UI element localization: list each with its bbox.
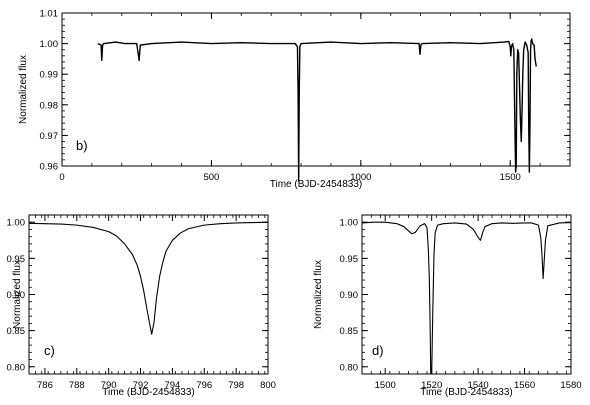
y-tick-label: 1.01 <box>40 9 59 20</box>
y-tick-label: 0.95 <box>340 254 359 265</box>
x-tick-label: 788 <box>69 380 85 391</box>
plot-frame <box>61 12 571 167</box>
panel-c: 786 788 790 792 794 796 798 800 0.80 0.85 0.90 0.95… <box>7 214 276 398</box>
x-tick-label: 0 <box>59 172 64 183</box>
x-tick-label: 1000 <box>350 172 371 183</box>
x-tick-label: 792 <box>133 380 149 391</box>
y-tick-label: 0.90 <box>7 290 26 301</box>
y-axis-title: Normalized flux <box>12 260 23 329</box>
x-tick-label: 1500 <box>500 172 521 183</box>
x-axis-title: Time (BJD-2454833) <box>102 387 194 398</box>
y-tick-label: 0.90 <box>340 290 359 301</box>
x-tick-label: 790 <box>101 380 117 391</box>
series-line <box>97 38 537 183</box>
y-tick-label: 0.80 <box>7 362 26 373</box>
series-line <box>28 221 269 335</box>
x-tick-label: 1520 <box>421 380 442 391</box>
plot-frame <box>361 214 572 375</box>
y-tick-label: 0.85 <box>340 326 359 337</box>
y-axis-title: Normalized flux <box>313 260 324 329</box>
series-line <box>361 221 572 375</box>
x-tick-label: 1540 <box>468 380 489 391</box>
panel-label: d) <box>372 343 384 358</box>
y-tick-label: 0.85 <box>7 326 26 337</box>
panel-label: b) <box>76 138 88 153</box>
x-tick-label: 1560 <box>514 380 535 391</box>
y-tick-label: 1.00 <box>7 218 26 229</box>
y-tick-label: 0.96 <box>40 162 59 173</box>
x-tick-label: 798 <box>228 380 244 391</box>
x-tick-label: 1500 <box>375 380 396 391</box>
y-tick-label: 1.00 <box>40 39 59 50</box>
y-tick-label: 0.80 <box>340 362 359 373</box>
x-axis-title: Time (BJD-2454833) <box>270 179 362 190</box>
x-tick-label: 796 <box>196 380 212 391</box>
x-tick-label: 794 <box>164 380 180 391</box>
panel-b: 0 500 1000 1500 0.96 0.97 0.98 0.99 1.00 1.01 Time… <box>18 9 571 190</box>
plot-frame <box>28 214 269 375</box>
x-tick-label: 500 <box>203 172 219 183</box>
x-axis-title: Time (BJD-2454833) <box>420 387 512 398</box>
y-tick-label: 0.99 <box>40 70 59 81</box>
x-tick-label: 1580 <box>560 380 581 391</box>
panel-label: c) <box>44 343 55 358</box>
panel-d: 1500 1520 1540 1560 1580 0.80 0.85 0.90 0.95 1.00… <box>313 214 582 398</box>
x-tick-label: 800 <box>260 380 276 391</box>
y-tick-label: 0.97 <box>40 131 59 142</box>
x-tick-label: 786 <box>37 380 53 391</box>
y-tick-label: 1.00 <box>340 218 359 229</box>
y-tick-label: 0.98 <box>40 100 59 111</box>
y-tick-label: 0.95 <box>7 254 26 265</box>
y-axis-title: Normalized flux <box>18 55 29 124</box>
